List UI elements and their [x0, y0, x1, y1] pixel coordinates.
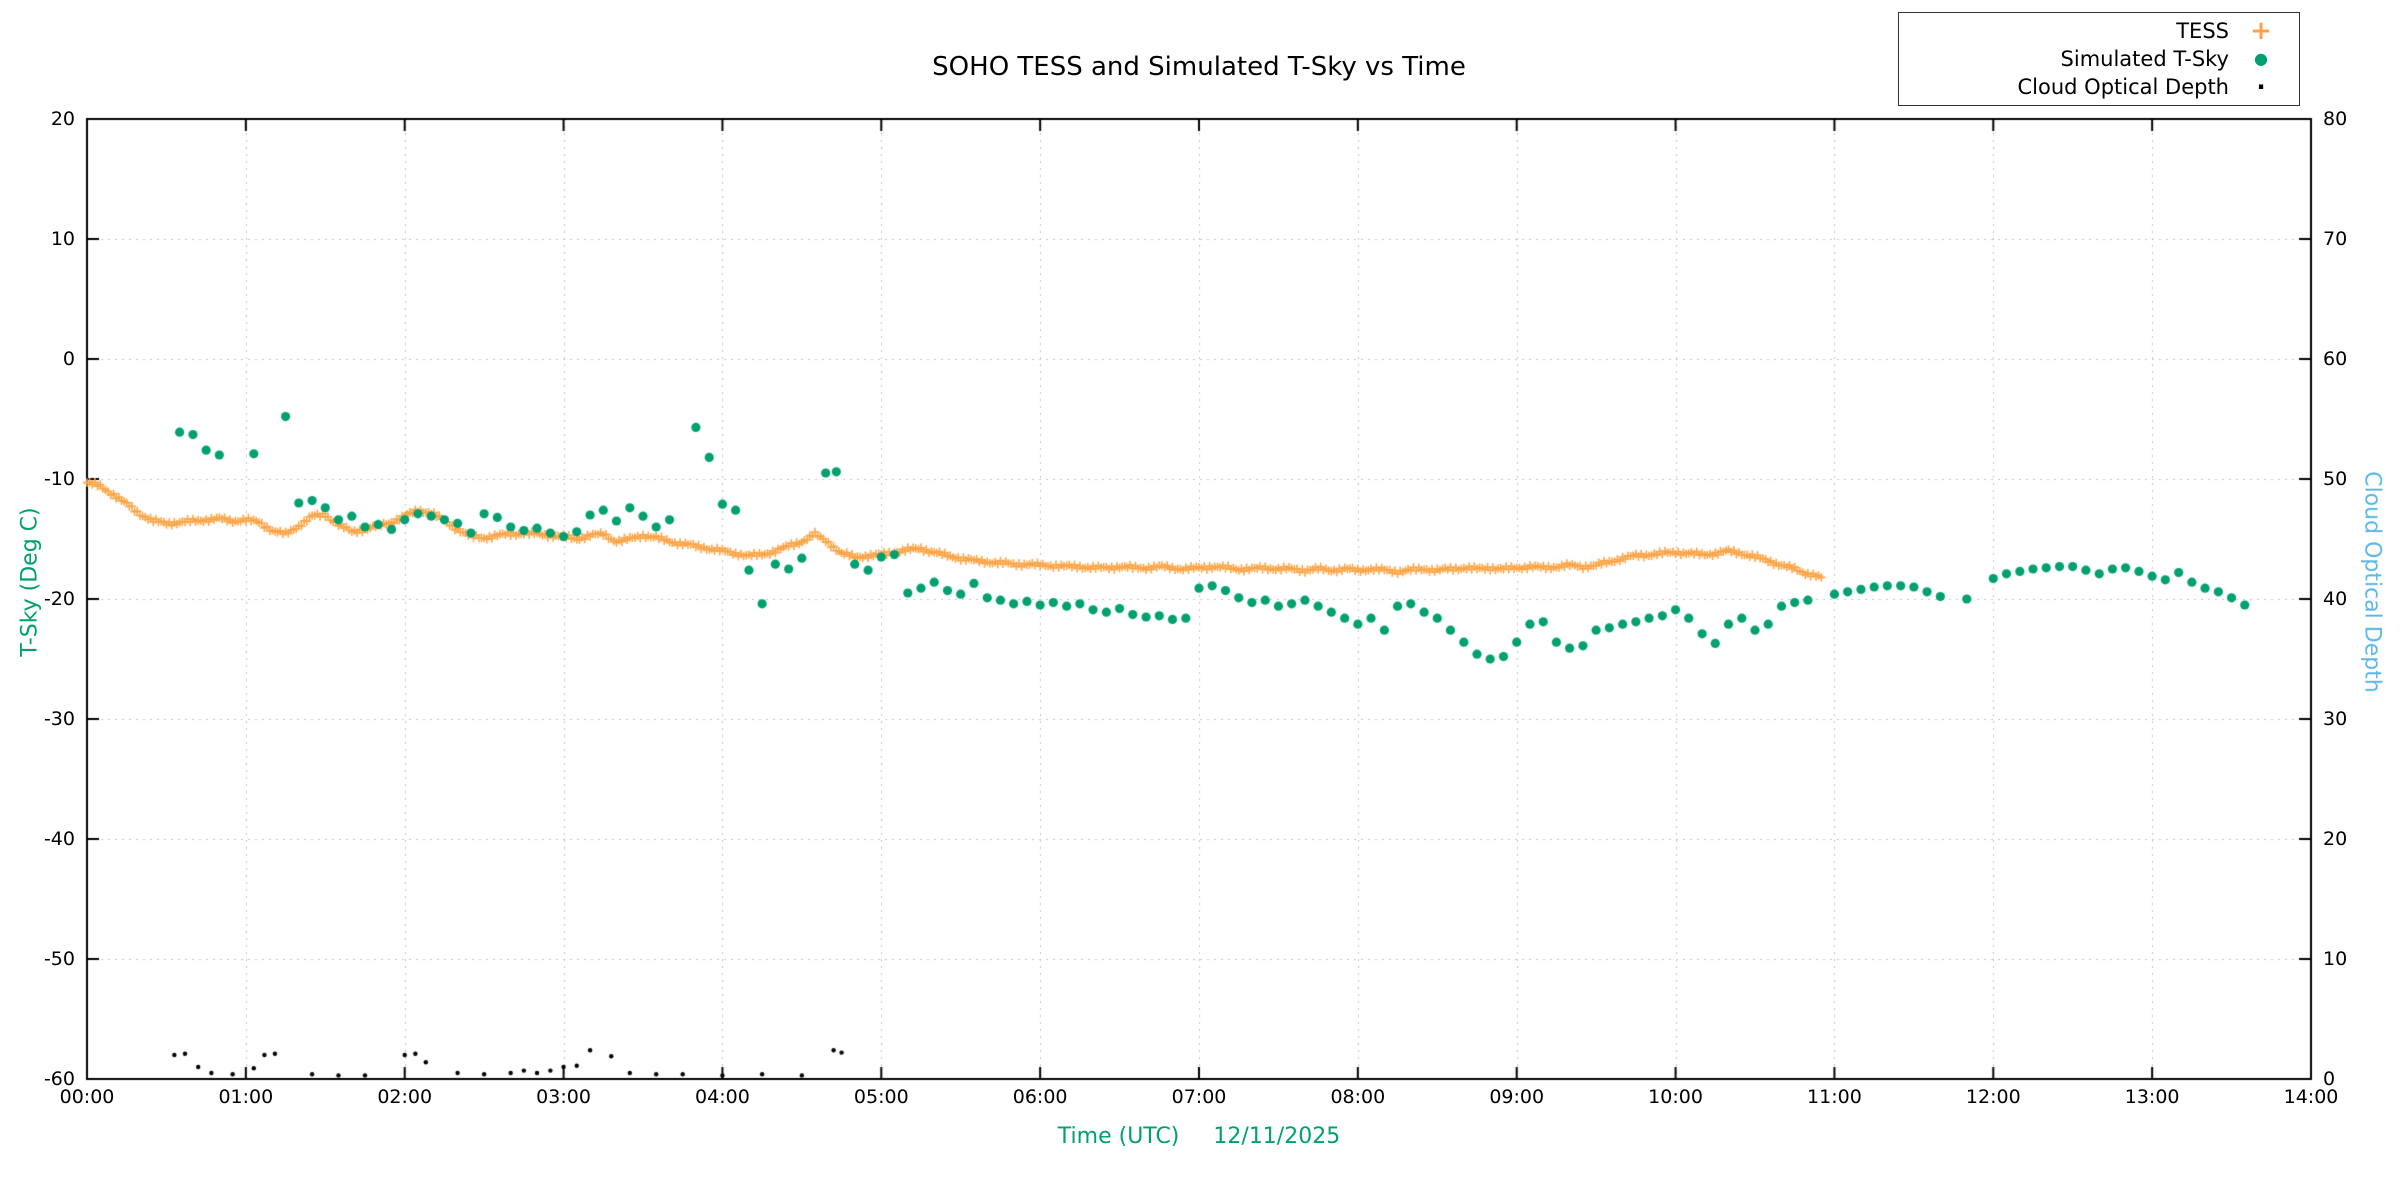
y-left-tick-label: 0 — [62, 348, 75, 370]
y-left-tick-label: -10 — [43, 468, 75, 490]
x-axis-date: 12/11/2025 — [1213, 1124, 1341, 1149]
y-right-tick-label: 70 — [2323, 228, 2348, 250]
y-right-tick-label: 60 — [2323, 348, 2348, 370]
y-right-tick-label: 0 — [2323, 1068, 2336, 1090]
chart-title: SOHO TESS and Simulated T-Sky vs Time — [932, 52, 1466, 82]
x-tick-label: 07:00 — [1171, 1086, 1227, 1108]
x-tick-label: 02:00 — [377, 1086, 433, 1108]
y-axis-label-left: T-Sky (Deg C) — [17, 507, 43, 657]
y-left-tick-label: -30 — [43, 708, 75, 730]
x-tick-label: 13:00 — [2124, 1086, 2180, 1108]
x-tick-label: 10:00 — [1648, 1086, 1703, 1108]
y-left-tick-label: 20 — [50, 108, 75, 130]
y-right-tick-label: 40 — [2323, 588, 2348, 610]
legend-label-simulated-tsky: Simulated T-Sky — [2060, 47, 2229, 71]
legend-item-cloud-optical-depth: Cloud Optical Depth · — [1899, 73, 2299, 101]
y-right-tick-label: 20 — [2323, 828, 2348, 850]
x-tick-label: 06:00 — [1012, 1086, 1068, 1108]
x-axis-label-text: Time (UTC) — [1057, 1124, 1180, 1149]
x-tick-label: 14:00 — [2283, 1086, 2339, 1108]
y-right-tick-label: 50 — [2323, 468, 2348, 490]
legend-item-tess: TESS + — [1899, 17, 2299, 45]
cloud-point-marker-icon: · — [2256, 73, 2266, 101]
x-tick-label: 01:00 — [218, 1086, 274, 1108]
y-right-tick-label: 30 — [2323, 708, 2348, 730]
x-tick-label: 04:00 — [695, 1086, 750, 1108]
x-tick-label: 09:00 — [1489, 1086, 1545, 1108]
y-left-tick-label: -20 — [43, 588, 75, 610]
x-tick-label: 12:00 — [1965, 1086, 2021, 1108]
y-left-tick-label: -40 — [43, 828, 75, 850]
x-tick-label: 11:00 — [1807, 1086, 1862, 1108]
legend-item-simulated-tsky: Simulated T-Sky ● — [1899, 45, 2299, 73]
legend: TESS + Simulated T-Sky ● Cloud Optical D… — [1898, 12, 2300, 106]
y-axis-label-right: Cloud Optical Depth — [2359, 471, 2385, 693]
y-left-tick-label: 10 — [50, 228, 75, 250]
y-left-tick-label: -60 — [43, 1068, 75, 1090]
x-tick-label: 08:00 — [1330, 1086, 1386, 1108]
tess-plus-marker-icon: + — [2250, 16, 2272, 46]
x-tick-label: 03:00 — [536, 1086, 591, 1108]
legend-label-tess: TESS — [2176, 19, 2229, 43]
y-right-tick-label: 80 — [2323, 108, 2348, 130]
y-left-tick-label: -50 — [43, 948, 75, 970]
legend-label-cloud-optical-depth: Cloud Optical Depth — [2017, 75, 2229, 99]
y-right-tick-label: 10 — [2323, 948, 2348, 970]
x-tick-label: 05:00 — [853, 1086, 909, 1108]
tsky-dot-marker-icon: ● — [2254, 49, 2268, 68]
x-axis-label: Time (UTC) 12/11/2025 — [87, 1124, 2311, 1149]
x-tick-label: 00:00 — [59, 1086, 115, 1108]
